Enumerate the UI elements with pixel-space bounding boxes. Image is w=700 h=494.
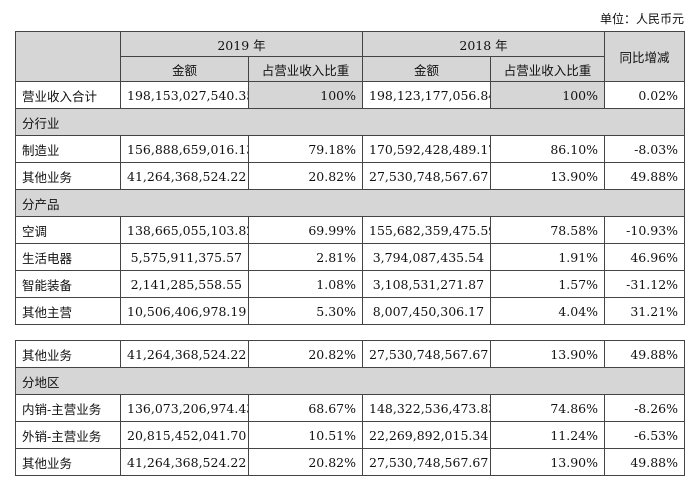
amount-2018: 170,592,428,489.17 [362,135,492,163]
yoy: -10.93% [604,216,686,244]
row-label: 外销-主营业务 [15,421,121,449]
table-row: 内销-主营业务 136,073,206,974.43 68.67% 148,32… [15,394,685,422]
section-title: 分地区 [15,367,685,395]
amount-2018: 27,530,748,567.67 [362,448,491,476]
row-label: 其他业务 [15,340,121,368]
row-label: 内销-主营业务 [15,394,121,422]
yoy: 49.88% [604,448,685,476]
total-row: 营业收入合计 198,153,027,540.35 100% 198,123,1… [15,81,686,109]
row-label: 制造业 [15,135,121,163]
amount-2018: 198,123,177,056.84 [362,81,492,109]
yoy: -6.53% [604,421,685,449]
row-label: 智能装备 [15,270,121,298]
ratio-2019: 20.82% [248,448,363,476]
ratio-2018: 1.91% [490,243,606,271]
header-yoy: 同比增减 [604,31,686,82]
header-2019: 2019 年 [119,31,364,57]
table-row: 生活电器 5,575,911,375.57 2.81% 3,794,087,43… [15,243,686,271]
yoy: 31.21% [604,297,686,325]
header-amount-2018: 金额 [362,56,492,82]
yoy: -31.12% [604,270,686,298]
yoy: -8.03% [604,135,686,163]
ratio-2019: 20.82% [248,340,363,368]
row-label: 空调 [15,216,121,244]
table-row: 其他主营 10,506,406,978.19 5.30% 8,007,450,3… [15,297,686,325]
ratio-2018: 1.57% [490,270,606,298]
header-ratio-2019: 占营业收入比重 [247,56,364,82]
amount-2019: 136,073,206,974.43 [120,394,249,422]
header-amount-2019: 金额 [120,56,249,82]
ratio-2019: 1.08% [247,270,364,298]
ratio-2019: 100% [247,81,364,109]
amount-2019: 2,141,285,558.55 [120,270,249,298]
ratio-2019: 10.51% [248,421,363,449]
ratio-2019: 5.30% [247,297,364,325]
ratio-2018: 4.04% [490,297,606,325]
amount-2019: 20,815,452,041.70 [120,421,249,449]
revenue-table-continued: 其他业务 41,264,368,524.22 20.82% 27,530,748… [15,340,685,476]
yoy: 49.88% [604,162,686,190]
table-row: 外销-主营业务 20,815,452,041.70 10.51% 22,269,… [15,421,685,449]
table-row: 其他业务 41,264,368,524.22 20.82% 27,530,748… [15,162,686,190]
amount-2019: 138,665,055,103.82 [120,216,249,244]
amount-2018: 27,530,748,567.67 [362,162,492,190]
amount-2018: 3,794,087,435.54 [362,243,492,271]
row-label: 其他业务 [15,448,121,476]
ratio-2018: 74.86% [490,394,605,422]
yoy: 0.02% [604,81,686,109]
amount-2018: 8,007,450,306.17 [362,297,492,325]
header-blank [15,31,121,82]
amount-2018: 155,682,359,475.59 [362,216,492,244]
ratio-2019: 2.81% [247,243,364,271]
amount-2019: 198,153,027,540.35 [120,81,249,109]
ratio-2018: 78.58% [490,216,606,244]
amount-2018: 148,322,536,473.83 [362,394,491,422]
amount-2019: 41,264,368,524.22 [120,162,249,190]
amount-2019: 10,506,406,978.19 [120,297,249,325]
amount-2018: 3,108,531,271.87 [362,270,492,298]
section-title: 分产品 [14,189,686,217]
ratio-2019: 79.18% [247,135,364,163]
ratio-2018: 100% [490,81,606,109]
row-label: 营业收入合计 [15,81,121,109]
ratio-2018: 13.90% [490,340,605,368]
ratio-2019: 68.67% [248,394,363,422]
header-2018: 2018 年 [362,31,606,57]
table-row: 其他业务 41,264,368,524.22 20.82% 27,530,748… [15,340,685,368]
row-label: 其他主营 [15,297,121,325]
row-label: 其他业务 [15,162,121,190]
table-row: 制造业 156,888,659,016.13 79.18% 170,592,42… [15,135,686,163]
ratio-2019: 20.82% [247,162,364,190]
yoy: 46.96% [604,243,686,271]
ratio-2018: 86.10% [490,135,606,163]
amount-2019: 41,264,368,524.22 [120,448,249,476]
header-ratio-2018: 占营业收入比重 [490,56,606,82]
ratio-2018: 13.90% [490,162,606,190]
unit-label: 单位：人民币元 [599,12,684,26]
amount-2019: 5,575,911,375.57 [120,243,249,271]
ratio-2018: 11.24% [490,421,605,449]
amount-2019: 156,888,659,016.13 [120,135,249,163]
table-row: 其他业务 41,264,368,524.22 20.82% 27,530,748… [15,448,685,476]
table-row: 空调 138,665,055,103.82 69.99% 155,682,359… [15,216,686,244]
yoy: 49.88% [604,340,685,368]
ratio-2019: 69.99% [247,216,364,244]
ratio-2018: 13.90% [490,448,605,476]
amount-2018: 22,269,892,015.34 [362,421,491,449]
amount-2019: 41,264,368,524.22 [120,340,249,368]
yoy: -8.26% [604,394,685,422]
row-label: 生活电器 [15,243,121,271]
amount-2018: 27,530,748,567.67 [362,340,491,368]
table-row: 智能装备 2,141,285,558.55 1.08% 3,108,531,27… [15,270,686,298]
revenue-table: 2019 年 2018 年 同比增减 金额 占营业收入比重 金额 占营业收入比重… [14,31,686,325]
section-title: 分行业 [14,108,686,136]
